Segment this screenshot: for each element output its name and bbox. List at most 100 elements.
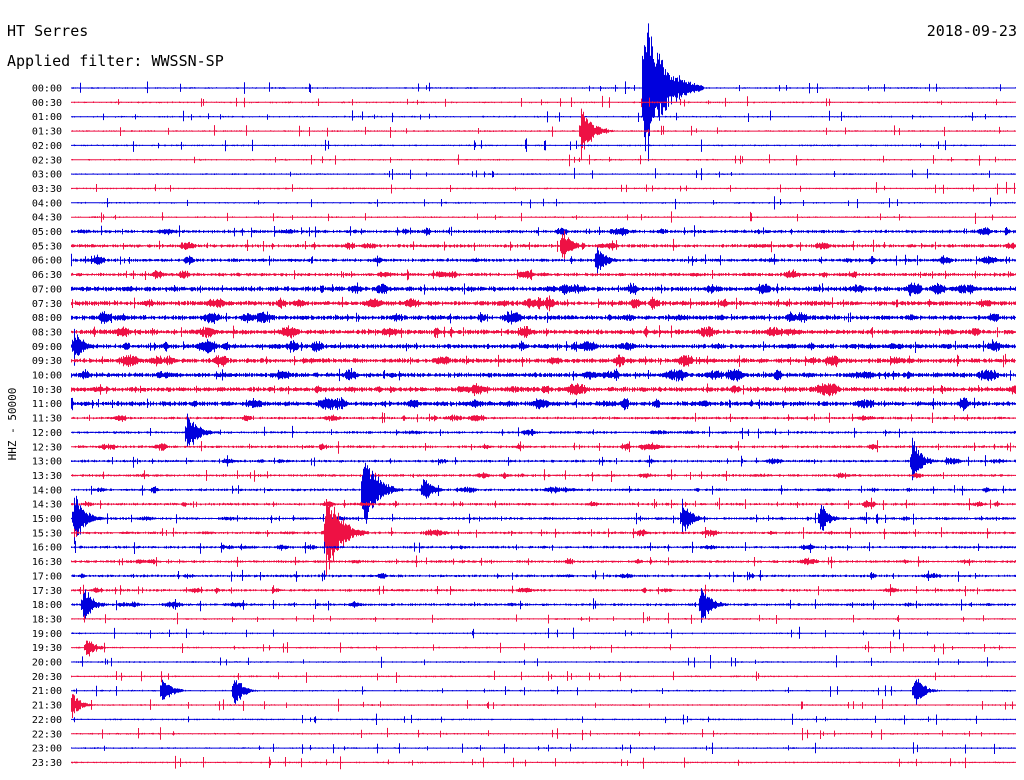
y-tick-label: 11:30 [32,414,62,425]
y-tick-label: 13:00 [32,457,62,468]
y-tick-label: 18:00 [32,600,62,611]
trace-1300 [71,437,1016,481]
trace-0530 [71,230,1016,259]
trace-0600 [71,247,1016,275]
trace-0800 [71,310,1016,325]
y-tick-label: 22:00 [32,715,62,726]
trace-1530 [71,499,1016,576]
y-tick-label: 20:30 [32,672,62,683]
trace-0830 [71,325,1016,339]
y-tick-label: 15:30 [32,528,62,539]
y-tick-label: 18:30 [32,614,62,625]
trace-0930 [71,353,1016,368]
y-tick-label: 08:30 [32,327,62,338]
trace-0700 [71,282,1016,297]
y-tick-label: 02:30 [32,155,62,166]
y-tick-label: 09:30 [32,356,62,367]
trace-1830 [71,612,1016,625]
trace-1800 [71,588,1016,623]
trace-0900 [71,328,1016,366]
y-tick-labels: 00:00 00:30 01:00 01:30 02:00 02:30 03:00 03:30… [32,84,62,769]
y-tick-label: 17:30 [32,586,62,597]
trace-0230 [71,154,1016,167]
filter-label: Applied filter: WWSSN-SP [7,52,224,70]
trace-1330 [71,469,1016,482]
trace-1100 [71,397,1016,412]
trace-0100 [71,110,1016,123]
y-tick-label: 19:30 [32,643,62,654]
y-tick-label: 06:30 [32,270,62,281]
y-tick-label: 04:00 [32,198,62,209]
trace-1030 [71,383,1016,397]
date-label: 2018-09-23 [927,22,1017,40]
y-tick-label: 10:30 [32,385,62,396]
trace-1630 [71,555,1016,569]
trace-1700 [71,569,1016,583]
y-tick-label: 09:00 [32,342,62,353]
trace-0300 [71,167,1016,181]
y-tick-label: 10:00 [32,371,62,382]
trace-0630 [71,269,1016,281]
y-axis-label: HHZ - 50000 [6,388,19,461]
trace-2300 [71,742,1016,754]
trace-1230 [71,440,1016,454]
y-tick-label: 14:30 [32,500,62,511]
trace-0030 [71,95,1016,108]
y-tick-label: 21:30 [32,701,62,712]
y-tick-label: 00:30 [32,98,62,109]
y-tick-label: 07:30 [32,299,62,310]
trace-0130 [71,108,1016,161]
y-tick-label: 03:30 [32,184,62,195]
y-tick-label: 21:00 [32,686,62,697]
trace-1730 [71,584,1016,597]
y-tick-label: 04:30 [32,213,62,224]
trace-2100 [71,678,1016,705]
y-tick-label: 15:00 [32,514,62,525]
y-tick-label: 16:30 [32,557,62,568]
trace-1430 [71,497,1016,511]
y-tick-label: 12:30 [32,442,62,453]
y-tick-label: 20:00 [32,658,62,669]
trace-0330 [71,181,1016,195]
y-tick-label: 00:00 [32,84,62,95]
trace-2000 [71,655,1016,669]
trace-1930 [71,640,1016,657]
y-tick-label: 01:30 [32,127,62,138]
station-title: HT Serres [7,22,88,40]
y-tick-label: 02:00 [32,141,62,152]
trace-1130 [71,412,1016,424]
trace-0400 [71,196,1016,210]
y-tick-label: 01:00 [32,112,62,123]
y-tick-label: 05:30 [32,241,62,252]
trace-1200 [71,413,1016,448]
y-tick-label: 06:00 [32,256,62,267]
y-tick-label: 12:00 [32,428,62,439]
trace-1600 [71,540,1016,554]
trace-0430 [71,211,1016,224]
y-tick-label: 03:00 [32,170,62,181]
y-tick-label: 16:00 [32,543,62,554]
trace-1900 [71,626,1016,640]
trace-0000 [71,23,1016,162]
trace-0200 [71,138,1016,152]
y-tick-label: 05:00 [32,227,62,238]
y-tick-label: 08:00 [32,313,62,324]
y-tick-label: 14:00 [32,485,62,496]
y-tick-label: 23:30 [32,758,62,769]
trace-2030 [71,670,1016,683]
y-tick-label: 11:00 [32,399,62,410]
trace-1400 [71,462,1016,524]
y-tick-label: 07:00 [32,284,62,295]
trace-0500 [71,225,1016,238]
trace-2200 [71,713,1016,725]
y-tick-label: 19:00 [32,629,62,640]
trace-1500 [71,495,1016,545]
trace-2330 [71,755,1016,770]
trace-0730 [71,295,1016,312]
seismic-traces [71,23,1016,770]
y-tick-label: 23:00 [32,744,62,755]
trace-2130 [71,694,1016,718]
trace-1000 [71,368,1016,382]
y-tick-label: 22:30 [32,729,62,740]
